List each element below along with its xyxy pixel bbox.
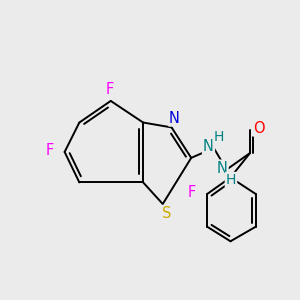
Text: N: N <box>203 139 214 154</box>
Text: F: F <box>188 185 196 200</box>
Text: H: H <box>226 173 236 187</box>
Text: O: O <box>253 121 265 136</box>
Text: F: F <box>105 82 113 97</box>
Text: F: F <box>46 143 54 158</box>
Text: N: N <box>169 110 180 125</box>
Text: H: H <box>214 130 224 144</box>
Text: N: N <box>217 161 228 176</box>
Text: S: S <box>162 206 171 221</box>
